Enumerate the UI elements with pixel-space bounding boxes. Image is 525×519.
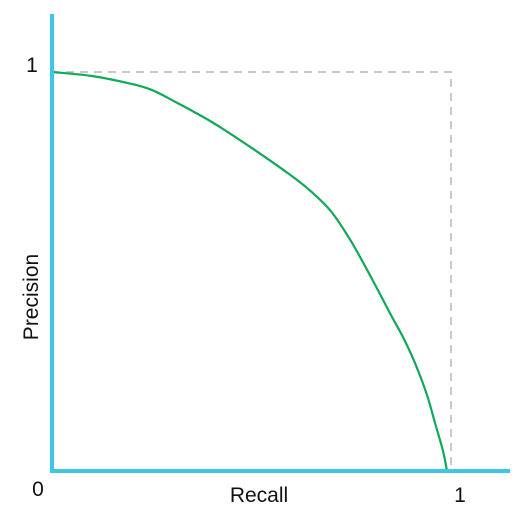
reference-dashed-line [52,71,452,471]
y-tick-label-max: 1 [26,54,38,77]
x-axis-label: Recall [230,484,288,507]
precision-recall-curve [51,70,449,472]
reference-lines [52,71,452,471]
x-tick-label-max: 1 [454,484,466,507]
x-tick-label-origin: 0 [32,478,44,501]
axes [50,14,510,473]
y-axis-label: Precision [20,254,43,340]
curve-layer [51,70,449,472]
